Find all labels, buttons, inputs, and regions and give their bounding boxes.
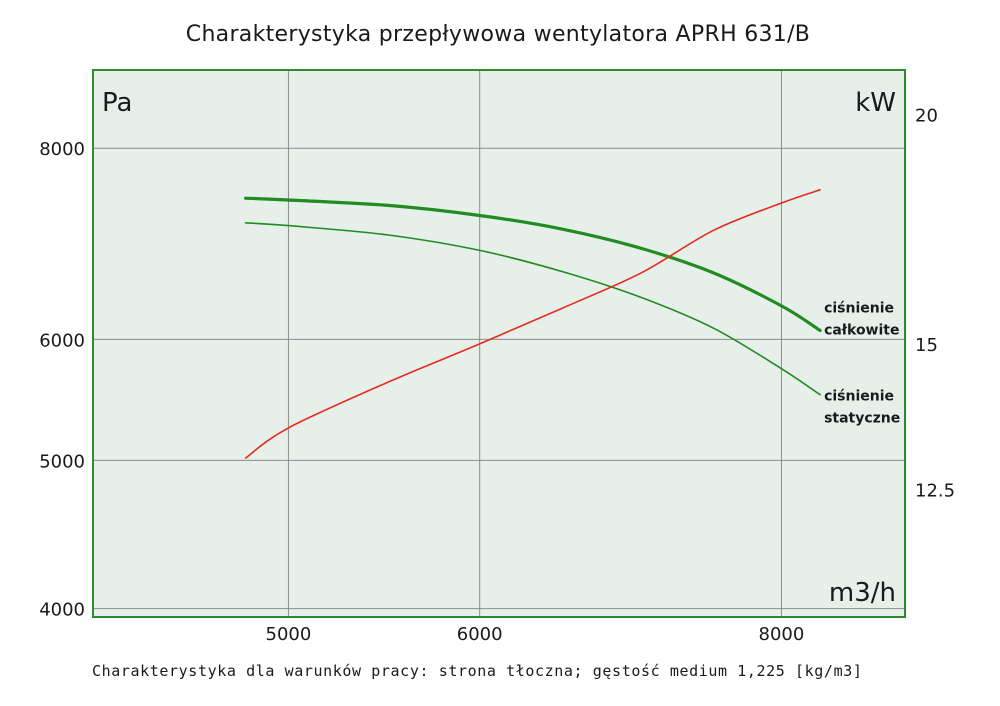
grid-lines [93, 70, 905, 617]
y-tick-label: 5000 [39, 451, 85, 472]
plot-frame [92, 69, 906, 618]
curve-annotations: ciśnienie całkowite ciśnienie statyczne [824, 301, 900, 427]
x-axis-unit: m3/h [829, 578, 896, 608]
x-tick-label: 6000 [457, 624, 503, 645]
y2-tick-label: 12.5 [915, 480, 955, 501]
total-pressure-line [244, 196, 822, 333]
x-tick-label: 5000 [266, 624, 312, 645]
y-axis-unit: Pa [102, 88, 132, 118]
annotation-label: ciśnienie [824, 301, 894, 317]
y-tick-label: 8000 [39, 139, 85, 160]
y2-tick-label: 20 [915, 106, 938, 127]
plot-background [93, 70, 905, 617]
annotation-label: statyczne [824, 411, 900, 427]
x-tick-label: 8000 [759, 624, 805, 645]
chart-title: Charakterystyka przepływowa wentylatora … [186, 22, 810, 47]
annotation-label: całkowite [824, 323, 899, 339]
tick-labels: 5000 6000 8000 8000 6000 5000 4000 20 15 12.5 [39, 106, 955, 645]
y2-tick-label: 15 [915, 335, 938, 356]
series-layer [244, 189, 822, 459]
chart-footnote: Charakterystyka dla warunków pracy: stro… [92, 662, 862, 680]
y-tick-label: 6000 [39, 330, 85, 351]
y2-axis-unit: kW [855, 88, 896, 118]
static-pressure-line [244, 222, 821, 396]
power-line [244, 189, 821, 459]
annotation-label: ciśnienie [824, 389, 894, 405]
y-tick-label: 4000 [39, 600, 85, 621]
